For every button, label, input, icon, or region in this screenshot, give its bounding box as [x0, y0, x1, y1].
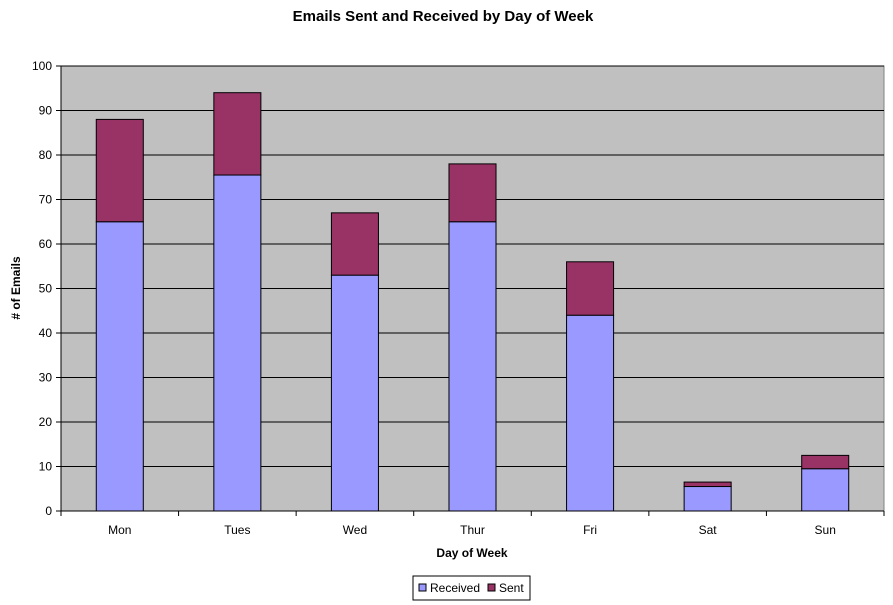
legend-label-received: Received — [430, 581, 480, 595]
bar-sent-wed — [330, 212, 379, 276]
bar-sent-thur — [448, 163, 497, 223]
y-tick-label: 10 — [39, 460, 53, 474]
x-tick-label: Tues — [224, 523, 250, 537]
bar-received-wed — [330, 274, 379, 512]
y-tick-label: 80 — [39, 148, 53, 162]
y-axis-title: # of Emails — [9, 256, 23, 320]
y-tick-label: 50 — [39, 282, 53, 296]
legend-swatch-received — [418, 583, 427, 592]
y-tick-label: 60 — [39, 237, 53, 251]
bar-received-mon — [95, 221, 144, 512]
y-tick-label: 90 — [39, 104, 53, 118]
bar-sent-tues — [213, 92, 262, 176]
legend-swatch-sent — [487, 583, 496, 592]
bar-sent-sat — [683, 481, 732, 488]
bar-received-thur — [448, 221, 497, 512]
x-tick-label: Mon — [108, 523, 131, 537]
y-tick-label: 70 — [39, 193, 53, 207]
x-tick-label: Fri — [583, 523, 597, 537]
bar-received-fri — [566, 314, 615, 512]
x-tick-label: Wed — [343, 523, 367, 537]
legend-label-sent: Sent — [499, 581, 524, 595]
x-axis-title: Day of Week — [436, 546, 507, 560]
y-tick-label: 30 — [39, 371, 53, 385]
bar-sent-fri — [566, 261, 615, 316]
bar-received-sun — [801, 468, 850, 512]
y-tick-label: 0 — [45, 504, 52, 518]
y-tick-label: 20 — [39, 415, 53, 429]
legend-box — [412, 575, 531, 601]
bar-sent-mon — [95, 118, 144, 223]
x-tick-label: Sat — [699, 523, 718, 537]
y-tick-label: 40 — [39, 326, 53, 340]
x-tick-label: Sun — [815, 523, 836, 537]
x-tick-label: Thur — [460, 523, 485, 537]
bar-received-tues — [213, 174, 262, 512]
legend: Received Sent — [412, 575, 531, 601]
bar-received-sat — [683, 486, 732, 512]
y-tick-label: 100 — [32, 59, 52, 73]
bar-sent-sun — [801, 454, 850, 470]
chart-title: Emails Sent and Received by Day of Week — [293, 8, 594, 25]
